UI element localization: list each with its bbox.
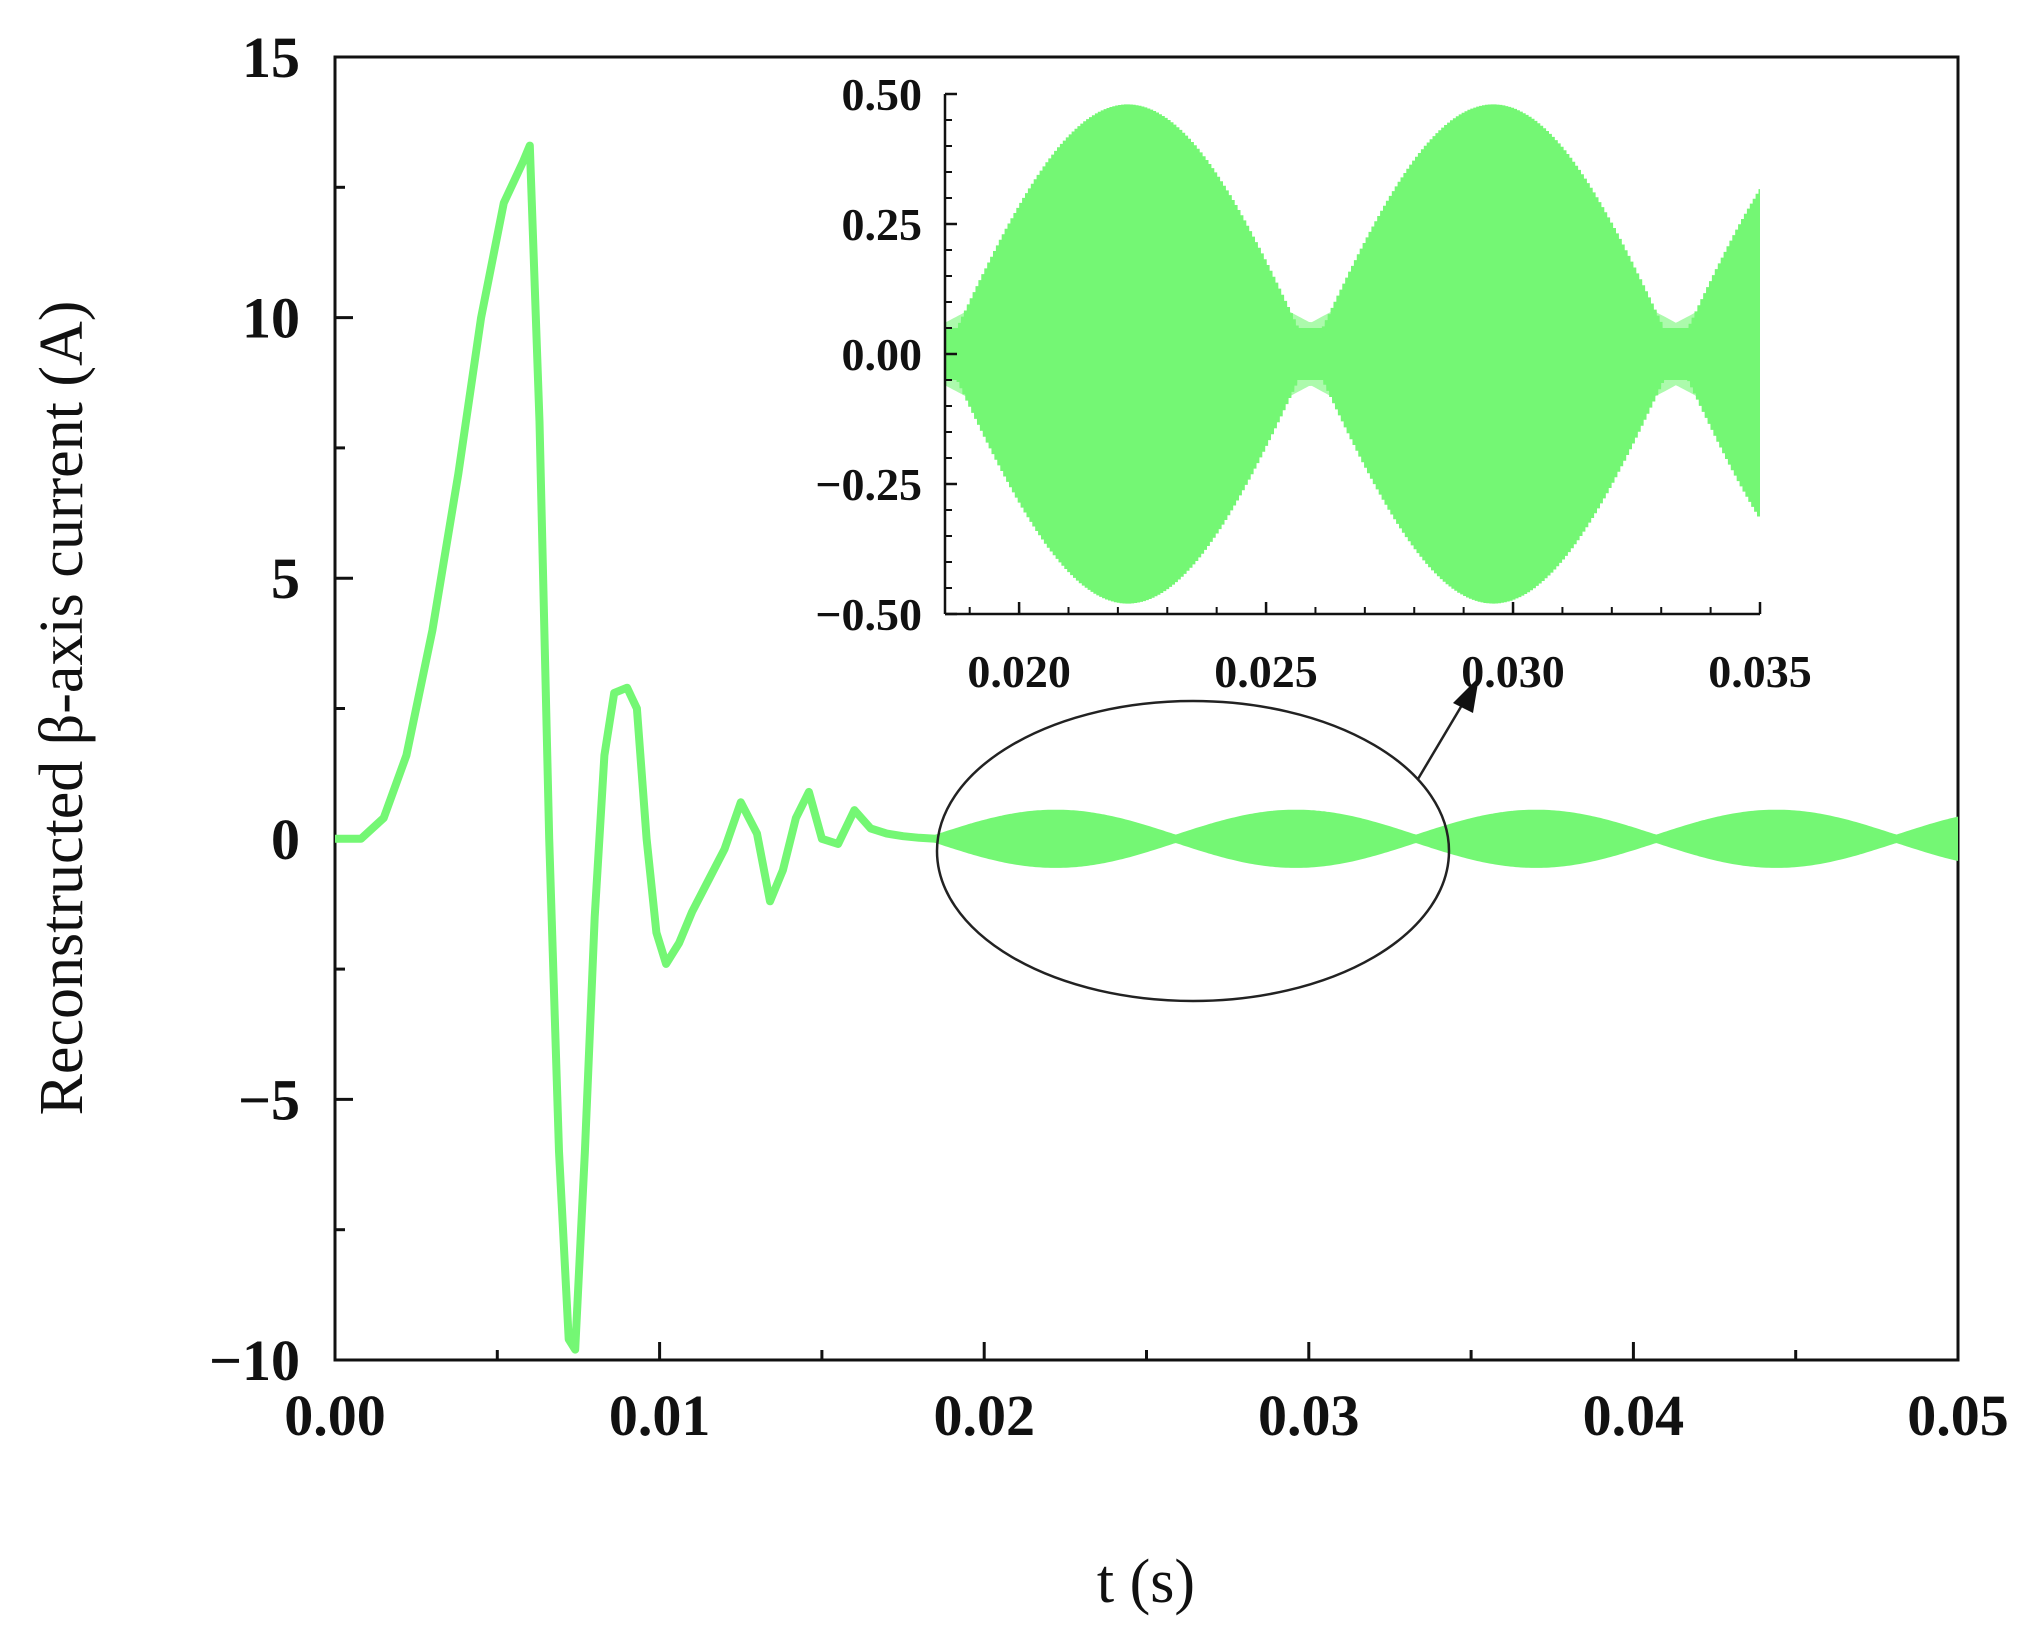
inset-y-tick-label: −0.50 [815, 589, 922, 640]
y-tick-label: −5 [238, 1067, 300, 1132]
inset-y-tick-label: 0.25 [842, 199, 923, 250]
inset-y-tick-label: 0.50 [842, 69, 923, 120]
oscillation-band [934, 809, 1958, 868]
inset-y-tick-label: 0.00 [842, 329, 923, 380]
zoom-ellipse [935, 699, 1451, 1003]
inset-x-tick-label: 0.025 [1214, 646, 1318, 697]
x-axis-label: t (s) [1097, 1548, 1195, 1616]
inset-oscillation-trace [945, 104, 1760, 604]
inset-x-tick-label: 0.020 [967, 646, 1071, 697]
y-tick-label: 5 [271, 546, 300, 611]
inset-x-tick-label: 0.030 [1461, 646, 1565, 697]
y-tick-label: 10 [242, 286, 300, 351]
zoom-arrow-line [1416, 699, 1467, 780]
x-tick-label: 0.05 [1907, 1383, 2009, 1448]
x-tick-label: 0.01 [609, 1383, 711, 1448]
y-tick-label: 0 [271, 807, 300, 872]
x-tick-label: 0.04 [1583, 1383, 1685, 1448]
y-tick-label: −10 [209, 1328, 300, 1393]
inset-x-tick-label: 0.035 [1708, 646, 1812, 697]
y-tick-label: 15 [242, 25, 300, 90]
y-axis-label: Reconstructed β-axis current (A) [28, 301, 96, 1116]
x-tick-label: 0.00 [284, 1383, 386, 1448]
zoom-arrow-head [1453, 677, 1479, 713]
x-tick-label: 0.03 [1258, 1383, 1360, 1448]
x-tick-label: 0.02 [933, 1383, 1035, 1448]
transient-curve [335, 141, 940, 1354]
inset-y-tick-label: −0.25 [815, 459, 922, 510]
